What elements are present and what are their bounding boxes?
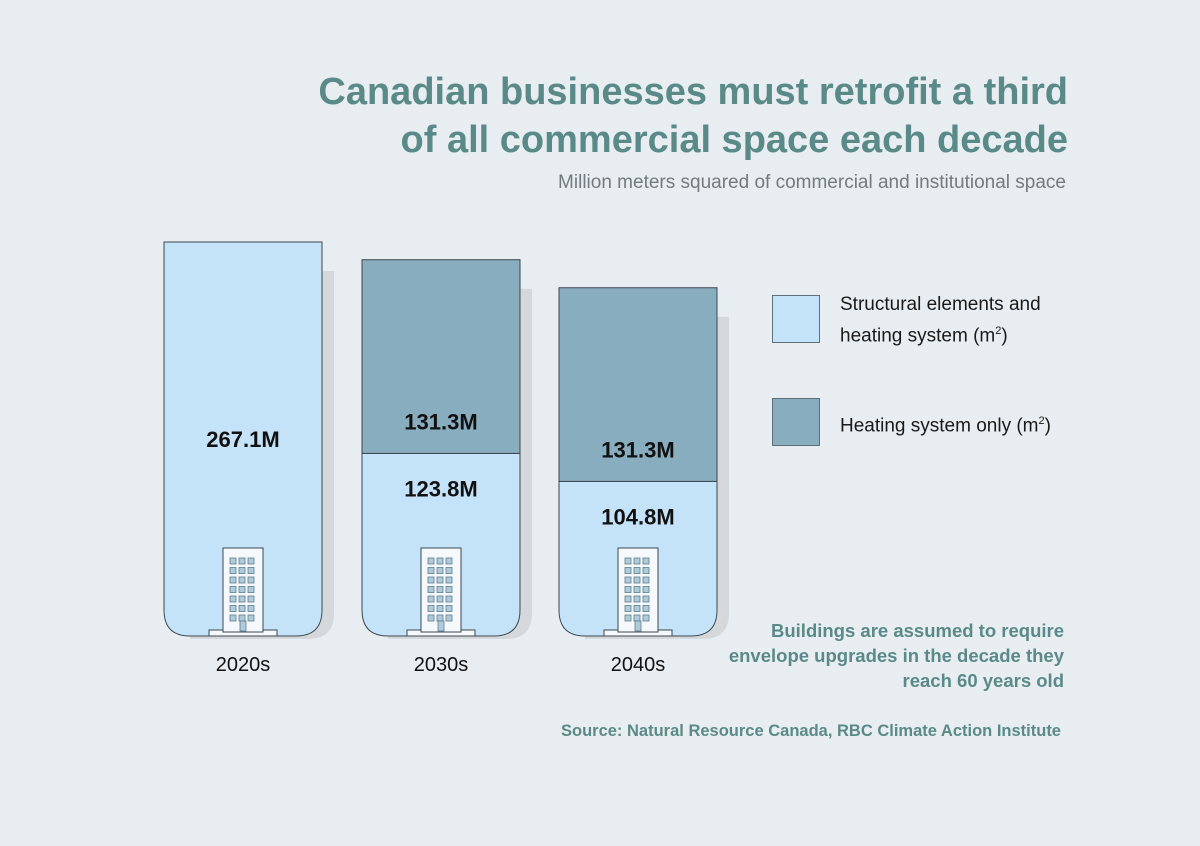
legend-label-heating-suffix: ) [1044, 415, 1051, 437]
building-window [642, 576, 650, 584]
building-window [624, 557, 632, 565]
building-window [247, 595, 255, 603]
building-window [229, 614, 237, 622]
bar-structural-2030s [361, 452, 521, 637]
chart-title: Canadian businesses must retrofit a thir… [168, 68, 1068, 164]
x-tick-label-2040s: 2040s [611, 654, 666, 676]
building-window [427, 614, 435, 622]
bar-structural-2020s [163, 241, 323, 637]
building-window [238, 614, 246, 622]
building-window [229, 557, 237, 565]
building-window [427, 567, 435, 574]
chart-subtitle: Million meters squared of commercial and… [558, 172, 1066, 193]
building-window [229, 586, 237, 593]
building-door [239, 620, 247, 632]
data-label-heating-2030s: 131.3M [404, 409, 477, 434]
building-window [427, 576, 435, 584]
building-door [634, 620, 642, 632]
building-window [633, 576, 641, 584]
building-window [642, 586, 650, 593]
building-window [238, 576, 246, 584]
legend-label-structural-text: Structural elements and heating system (… [840, 294, 1041, 347]
building-window [247, 614, 255, 622]
building-window [436, 576, 444, 584]
building-window [247, 567, 255, 574]
building-window [445, 595, 453, 603]
source-note: Source: Natural Resource Canada, RBC Cli… [561, 722, 1061, 740]
legend-label-structural-sup: 2 [995, 325, 1002, 337]
building-window [642, 557, 650, 565]
building-window [445, 614, 453, 622]
building-window [238, 605, 246, 612]
building-window [229, 595, 237, 603]
building-window [633, 614, 641, 622]
building-window [436, 595, 444, 603]
building-door [437, 620, 445, 632]
legend-swatch-heating [772, 398, 820, 446]
building-window [445, 576, 453, 584]
legend-label-heating-sup: 2 [1038, 415, 1045, 427]
building-window [445, 586, 453, 593]
building-window [229, 605, 237, 612]
building-window [436, 557, 444, 565]
building-window [247, 557, 255, 565]
building-window [427, 586, 435, 593]
building-window [247, 586, 255, 593]
building-window [624, 586, 632, 593]
building-window [624, 605, 632, 612]
building-window [436, 586, 444, 593]
legend-label-structural-suffix: ) [1001, 325, 1008, 347]
building-window [427, 605, 435, 612]
building-window [427, 595, 435, 603]
building-window [624, 567, 632, 574]
building-window [238, 586, 246, 593]
building-window [624, 595, 632, 603]
building-window [624, 614, 632, 622]
x-tick-label-2030s: 2030s [414, 654, 469, 676]
building-window [633, 567, 641, 574]
chart-title-line-2: of all commercial space each decade [400, 119, 1068, 161]
building-window [642, 605, 650, 612]
building-window [229, 567, 237, 574]
legend-swatch-structural [772, 295, 820, 343]
building-window [238, 595, 246, 603]
building-window [624, 576, 632, 584]
legend-label-heating-text: Heating system only (m [840, 415, 1039, 437]
bar-heating-2030s [361, 259, 521, 454]
building-window [229, 576, 237, 584]
building-window [436, 605, 444, 612]
building-window [633, 586, 641, 593]
building-window [642, 595, 650, 603]
building-window [238, 567, 246, 574]
building-window [642, 614, 650, 622]
building-window [436, 614, 444, 622]
building-window [642, 567, 650, 574]
building-window [633, 557, 641, 565]
building-window [436, 567, 444, 574]
legend-label-heating: Heating system only (m2) [840, 408, 1100, 439]
x-tick-label-2020s: 2020s [216, 654, 271, 676]
building-window [445, 605, 453, 612]
building-window [445, 557, 453, 565]
footnote: Buildings are assumed to require envelop… [728, 620, 1064, 691]
building-window [633, 595, 641, 603]
data-label-structural-2040s: 104.8M [601, 504, 674, 529]
building-window [427, 557, 435, 565]
building-window [633, 605, 641, 612]
bar-heating-2040s [558, 287, 718, 482]
data-label-structural-2030s: 123.8M [404, 476, 477, 501]
data-label-structural-2020s: 267.1M [206, 427, 279, 452]
building-window [238, 557, 246, 565]
chart-title-line-1: Canadian businesses must retrofit a thir… [318, 71, 1068, 113]
building-window [247, 576, 255, 584]
building-window [247, 605, 255, 612]
data-label-heating-2040s: 131.3M [601, 437, 674, 462]
legend-label-structural: Structural elements and heating system (… [840, 292, 1100, 349]
building-window [445, 567, 453, 574]
